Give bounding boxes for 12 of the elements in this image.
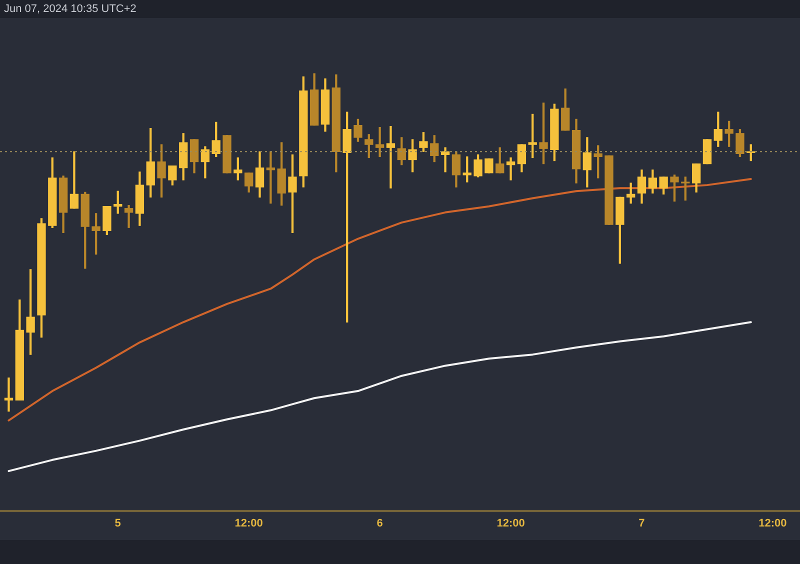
text: Jun 07, 2024 10:35 UTC+2: [0, 0, 800, 18]
x-tick-label: 5: [114, 517, 121, 530]
candlestick: [4, 378, 14, 412]
x-tick-label: 12:00: [758, 517, 787, 530]
x-tick-label: 7: [638, 517, 645, 530]
x-tick-label: 12:00: [496, 517, 525, 530]
candlestick: [386, 126, 396, 188]
candlestick: [375, 126, 384, 158]
x-tick-label: 12:00: [234, 517, 263, 530]
x-tick-label: 6: [376, 517, 383, 530]
candlestick: [124, 204, 134, 228]
candlestick: [506, 157, 516, 180]
